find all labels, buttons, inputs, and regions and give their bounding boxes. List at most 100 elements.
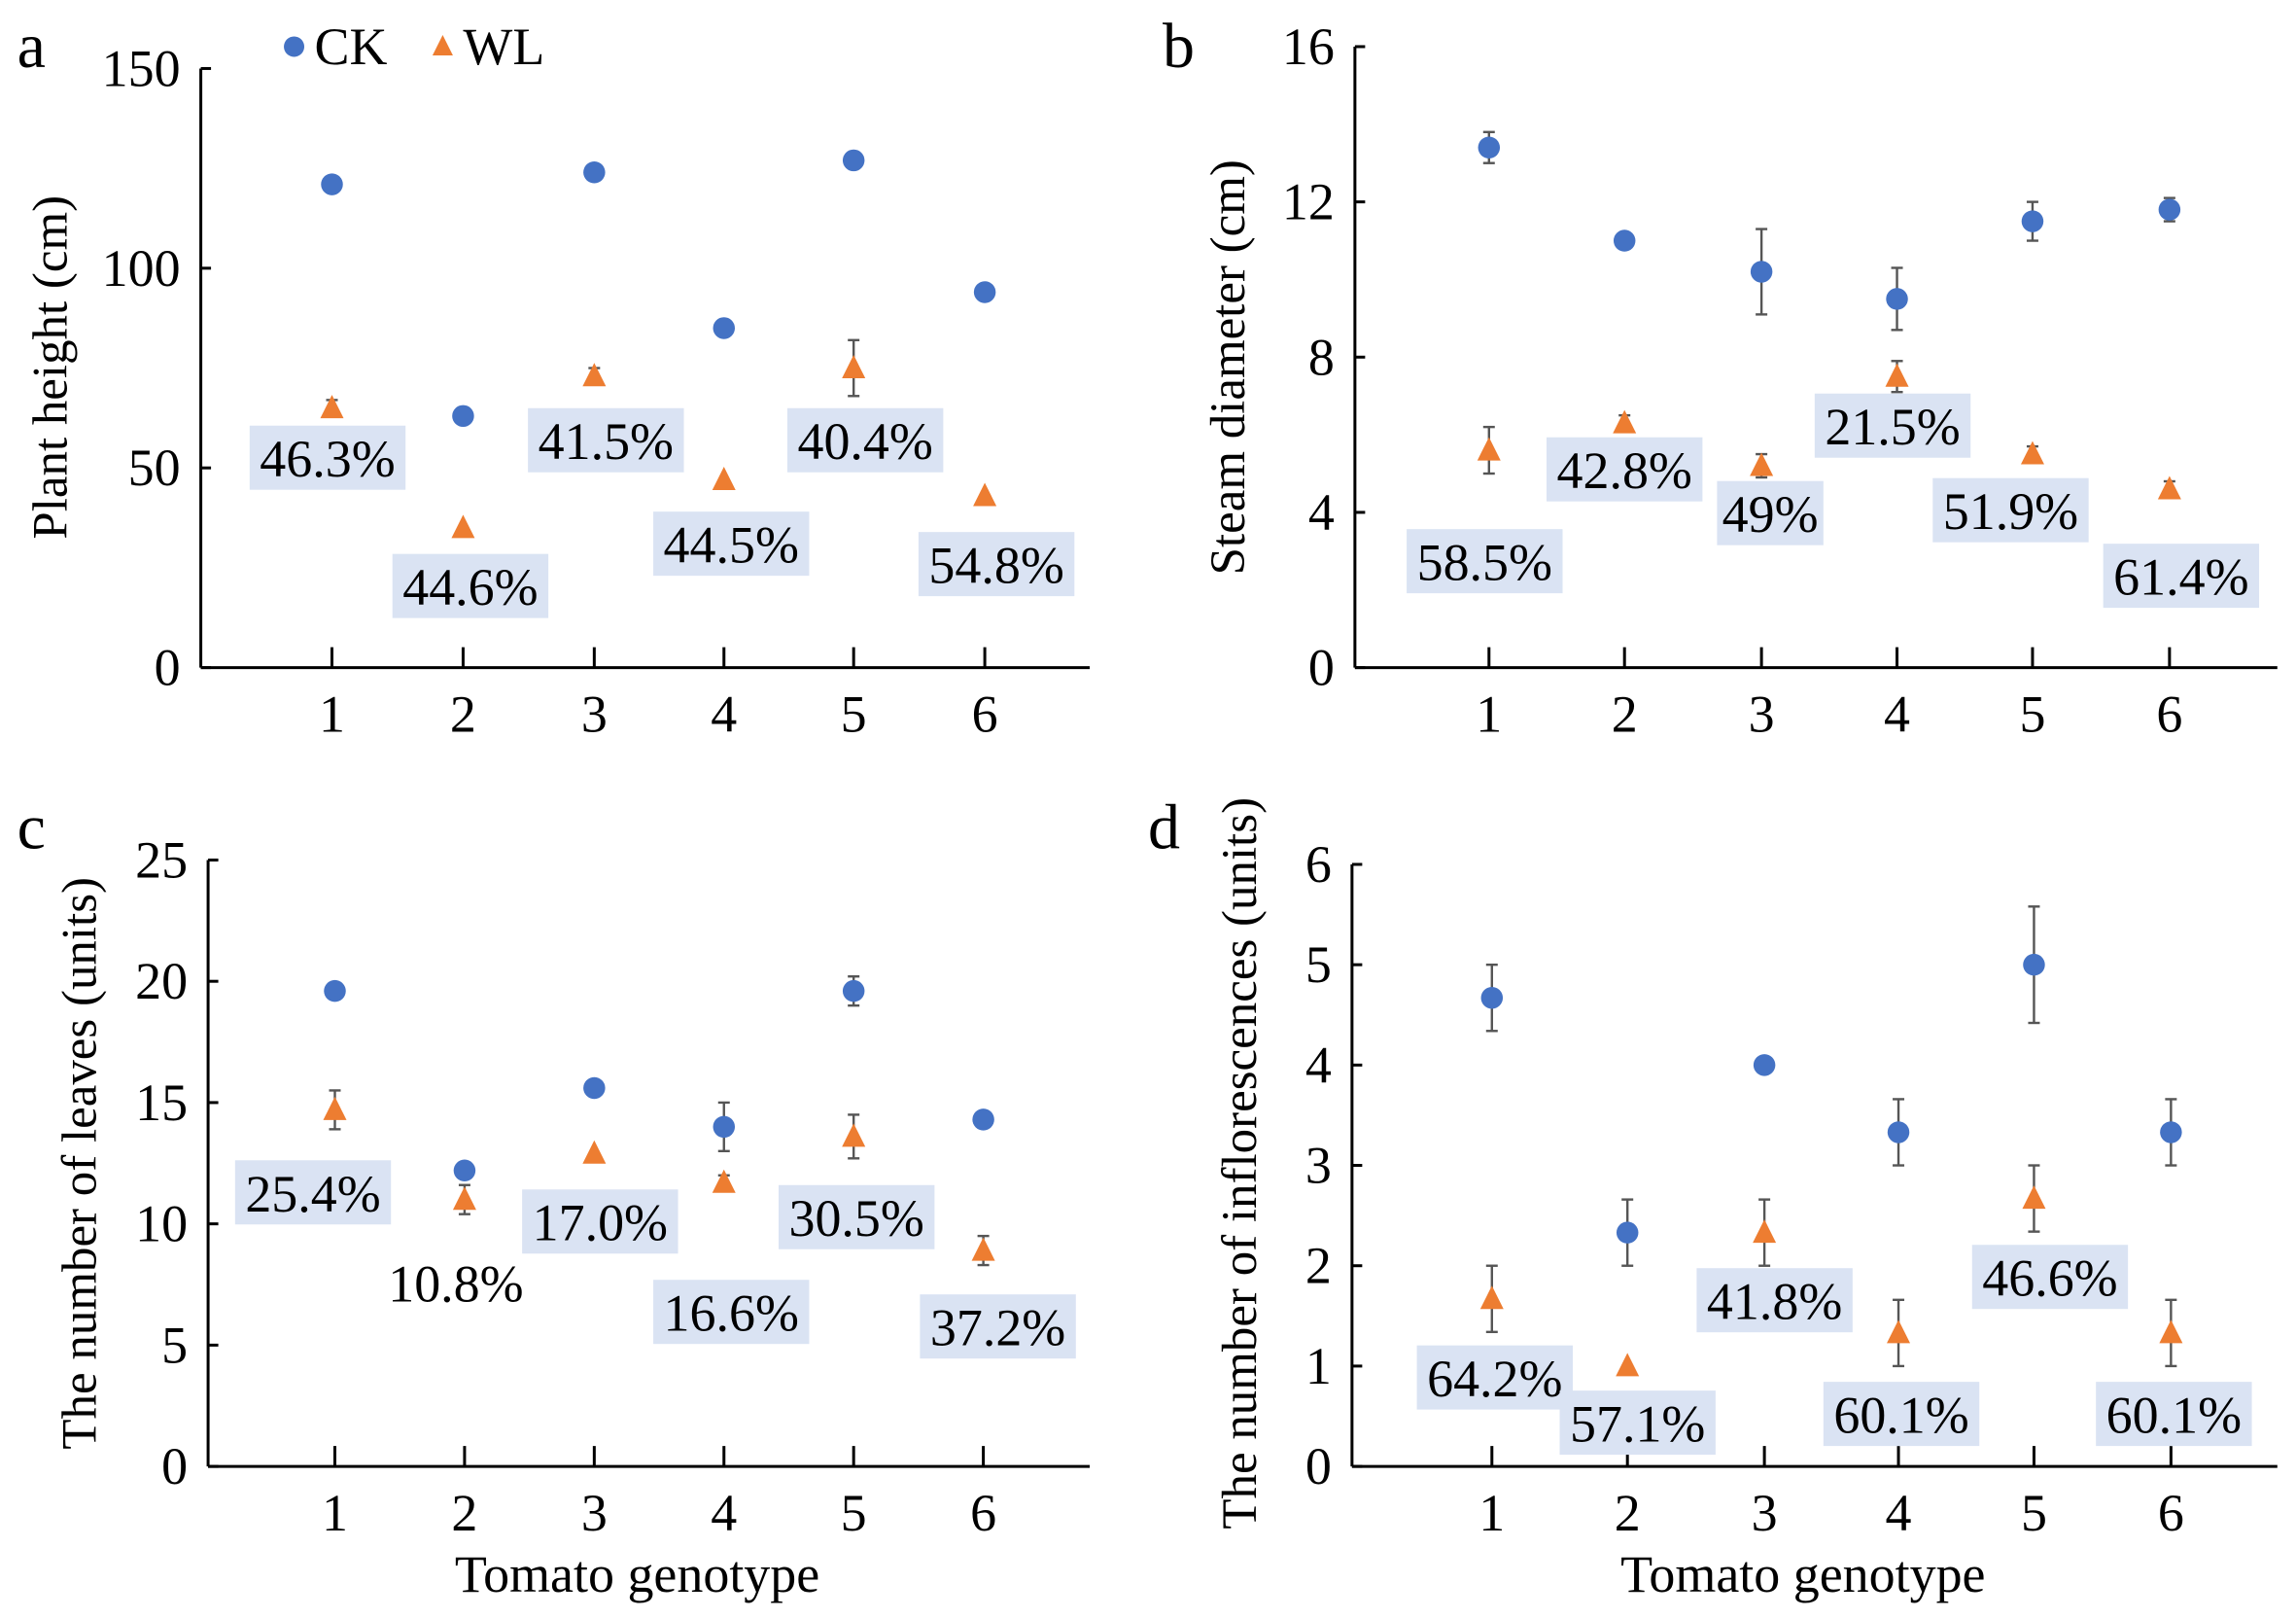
x-tick-label: 1 <box>322 1484 348 1542</box>
annotation-label: 16.6% <box>664 1284 799 1343</box>
ck-point <box>2023 953 2045 976</box>
legend-ck-label: CK <box>315 18 388 76</box>
x-tick-label: 4 <box>1884 686 1910 744</box>
x-axis-title: Tomato genotype <box>1620 1545 1985 1603</box>
annotation-box <box>1971 1245 2129 1310</box>
x-tick-label: 2 <box>1612 686 1638 744</box>
ck-point <box>973 281 996 303</box>
x-tick-label: 5 <box>841 686 867 744</box>
wl-point <box>1477 437 1501 461</box>
legend-wl-label: WL <box>463 18 544 76</box>
annotation-label: 58.5% <box>1417 534 1552 592</box>
x-tick-label: 1 <box>319 686 345 744</box>
x-tick-label: 6 <box>970 1484 996 1542</box>
wl-point <box>582 363 607 387</box>
wl-point <box>323 1096 347 1120</box>
panel-c: c 0 5 10 15 20 25 1 2 3 4 5 6 The number of leaves (u… <box>17 791 1091 1603</box>
annotation-label: 17.0% <box>533 1194 668 1252</box>
annotation-box <box>920 1294 1076 1359</box>
legend-wl-marker <box>432 34 453 55</box>
annotation-label: 42.8% <box>1557 441 1692 500</box>
wl-point <box>2022 1185 2046 1210</box>
y-tick-label: 25 <box>135 830 188 889</box>
annotation-box <box>1814 393 1971 458</box>
y-tick-label: 150 <box>102 39 181 97</box>
annotation-box <box>1823 1382 1980 1447</box>
wl-point <box>1887 1319 1911 1344</box>
annotation-box <box>392 553 549 618</box>
panel-letter: a <box>17 11 46 82</box>
ck-point <box>1887 1121 1910 1143</box>
x-tick-label: 5 <box>841 1484 867 1542</box>
x-tick-label: 4 <box>1886 1484 1912 1542</box>
x-tick-label: 4 <box>711 1484 737 1542</box>
wl-point <box>1613 409 1637 434</box>
annotation-label: 37.2% <box>930 1299 1065 1357</box>
ck-point <box>324 979 346 1002</box>
y-tick-label: 5 <box>161 1316 188 1374</box>
ck-point <box>1616 1221 1639 1244</box>
panel-letter: b <box>1163 11 1195 82</box>
annotation-box <box>653 1280 810 1345</box>
annotation-label: 30.5% <box>788 1189 923 1248</box>
annotation-label: 60.1% <box>1833 1387 1968 1445</box>
annotation-box <box>2103 544 2260 609</box>
annotation-label: 21.5% <box>1825 398 1960 456</box>
x-tick-label: 2 <box>1615 1484 1641 1542</box>
wl-point <box>2157 475 2181 500</box>
ck-point <box>1750 261 1773 283</box>
y-tick-label: 5 <box>1305 935 1332 994</box>
annotation-box <box>786 407 944 473</box>
annotation-label: 54.8% <box>928 537 1063 595</box>
wl-point <box>320 395 344 419</box>
y-tick-label: 0 <box>1308 639 1335 697</box>
y-tick-label: 100 <box>102 239 181 298</box>
wl-point <box>842 355 866 379</box>
panel-a: a 0 50 100 150 1 2 3 4 5 6 Plant height (cm) 46.3% 44… <box>17 11 1091 744</box>
annotation-label: 46.3% <box>260 430 395 488</box>
y-axis-title: The number of leaves (units) <box>53 877 108 1450</box>
annotation-label: 10.8% <box>388 1255 523 1314</box>
x-tick-label: 2 <box>450 686 476 744</box>
ck-point <box>2160 1121 2182 1143</box>
annotation-label: 49% <box>1722 485 1819 544</box>
y-axis-title: Plant height (cm) <box>24 195 79 540</box>
wl-point <box>452 1186 476 1211</box>
wl-point <box>842 1123 866 1147</box>
annotation-box <box>1407 529 1563 594</box>
x-tick-label: 4 <box>711 686 737 744</box>
annotation-box <box>653 511 810 577</box>
y-tick-label: 16 <box>1282 18 1335 76</box>
panel-d: d 0 1 2 3 4 5 6 1 2 3 4 5 6 The number of inflorescenc… <box>1148 791 2278 1603</box>
y-tick-label: 0 <box>161 1437 188 1495</box>
ck-point <box>2158 198 2181 221</box>
panel-letter: c <box>17 791 46 862</box>
y-tick-label: 20 <box>135 952 188 1010</box>
y-tick-label: 12 <box>1282 173 1335 231</box>
ck-point <box>1478 136 1501 158</box>
x-tick-label: 3 <box>1752 1484 1778 1542</box>
x-tick-label: 5 <box>2019 686 2045 744</box>
wl-point <box>1479 1285 1504 1310</box>
y-tick-label: 15 <box>135 1073 188 1132</box>
ck-point <box>713 1115 736 1139</box>
y-tick-label: 2 <box>1305 1237 1332 1295</box>
ck-point <box>453 1159 476 1182</box>
wl-point <box>971 1237 995 1261</box>
wl-point <box>2020 440 2044 465</box>
wl-point <box>1750 452 1774 476</box>
ck-point <box>842 149 865 172</box>
ck-point <box>1480 986 1504 1009</box>
annotation-label: 44.5% <box>664 516 799 575</box>
annotation-label: 40.4% <box>797 412 932 471</box>
panel-letter: d <box>1148 791 1180 862</box>
annotation-box <box>1547 437 1703 502</box>
annotation-label: 51.9% <box>1943 482 2078 541</box>
y-tick-label: 0 <box>1305 1437 1332 1495</box>
annotation-box <box>2096 1382 2252 1447</box>
annotation-label: 60.1% <box>2106 1387 2242 1445</box>
y-axis-title: The number of inflorescences (units) <box>1213 797 1268 1530</box>
annotation-box <box>522 1189 678 1254</box>
